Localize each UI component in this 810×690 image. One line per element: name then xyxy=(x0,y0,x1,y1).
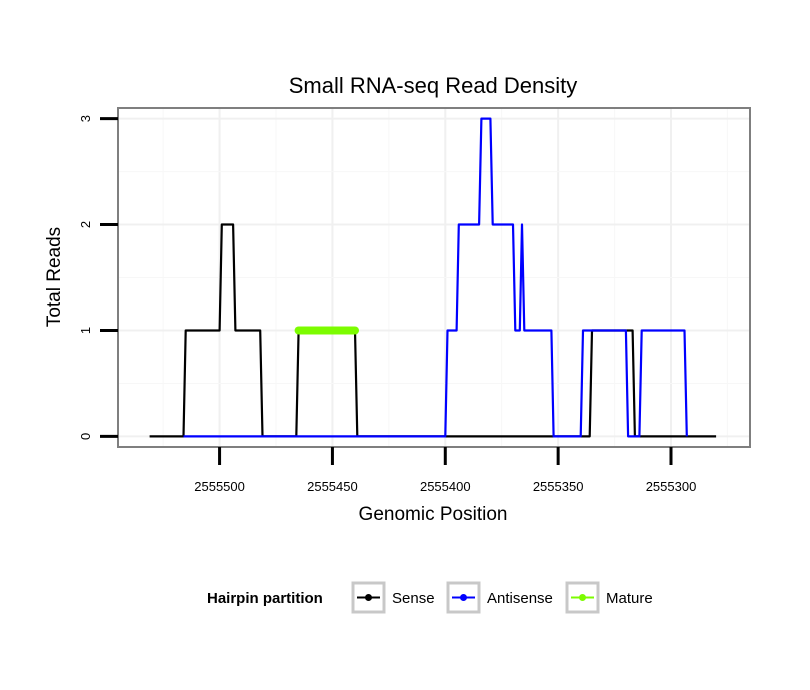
x-tick-label: 2555450 xyxy=(307,479,358,494)
y-axis-title: Total Reads xyxy=(44,227,65,327)
y-tick-label: 1 xyxy=(78,327,93,334)
x-axis-ticks: 2555500 2555450 2555400 2555350 2555300 xyxy=(194,447,696,494)
y-tick-label: 2 xyxy=(78,221,93,228)
legend-label-antisense: Antisense xyxy=(487,590,553,607)
series-layer xyxy=(149,117,717,438)
legend-key-point-antisense xyxy=(460,594,467,601)
legend-label-sense: Sense xyxy=(392,590,435,607)
legend-label-mature: Mature xyxy=(606,590,653,607)
legend-key-point-sense xyxy=(365,594,372,601)
y-axis-ticks: 0 1 2 3 xyxy=(78,115,118,440)
legend-title: Hairpin partition xyxy=(207,590,323,607)
legend-key-point-mature xyxy=(579,594,586,601)
x-tick-label: 2555400 xyxy=(420,479,471,494)
plot-border xyxy=(117,107,751,448)
chart-title: Small RNA-seq Read Density xyxy=(289,73,578,98)
x-tick-label: 2555500 xyxy=(194,479,245,494)
series-line-antisense xyxy=(183,117,688,438)
x-tick-label: 2555300 xyxy=(646,479,697,494)
legend: Hairpin partition Sense Antisense Mature xyxy=(207,581,653,614)
x-axis-title: Genomic Position xyxy=(359,504,508,525)
y-tick-label: 3 xyxy=(78,115,93,122)
y-tick-label: 0 xyxy=(78,433,93,440)
x-tick-label: 2555350 xyxy=(533,479,584,494)
